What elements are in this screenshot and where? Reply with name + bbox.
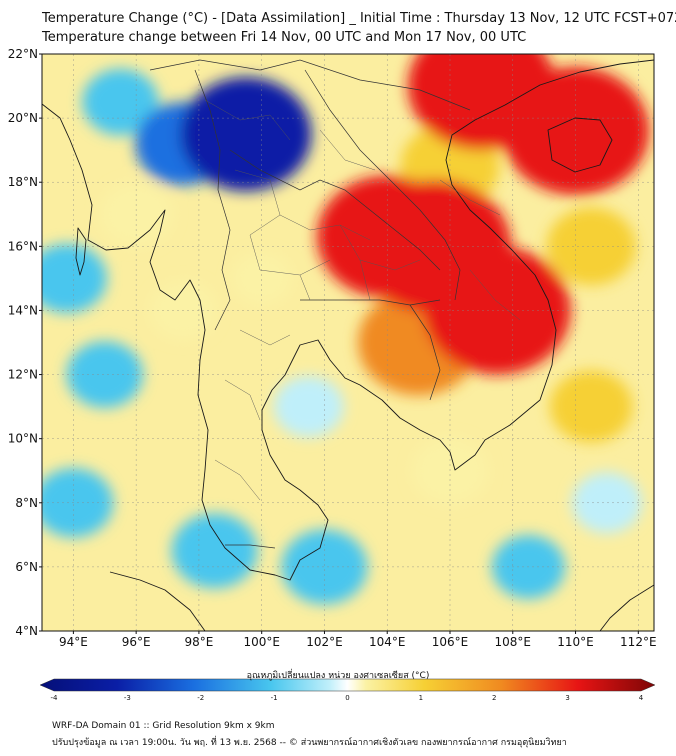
province-borders [204,99,521,501]
colorbar-tick-label: -2 [197,694,204,700]
colorbar-label: อุณหภูมิเปลี่ยนแปลง หน่วย องศาเซลเซียส (… [246,671,430,681]
colorbar-tick-label: 3 [565,694,569,700]
field-anomaly-2 [571,472,642,534]
field-anomaly-14 [546,207,636,286]
lat-label: 6°N [15,560,38,574]
lat-label: 20°N [8,111,38,125]
coastlines [42,59,654,631]
hainan-island [547,117,613,173]
graticule [42,54,654,631]
footer-line-2: ปรับปรุงข้อมูล ณ เวลา 19:00น. วัน พฤ. ที… [52,738,567,748]
mainland-coastline [42,59,654,581]
lat-label: 10°N [8,432,38,446]
sumatra-coast [109,571,206,631]
colorbar-tick-label: -3 [124,694,131,700]
lon-label: 108°E [495,635,532,649]
field-anomaly-11 [549,370,633,443]
lon-label: 102°E [306,635,343,649]
border-china [149,59,471,111]
lat-label: 8°N [15,496,38,510]
lon-label: 98°E [184,635,213,649]
colorbar-bar [39,678,656,692]
field-anomaly-3 [273,376,344,438]
footer-line-1: WRF-DA Domain 01 :: Grid Resolution 9km … [52,721,275,731]
lat-label: 14°N [8,303,38,317]
borneo-coast [599,584,654,631]
border-thailand-laos [229,149,441,271]
title-line-2: Temperature change between Fri 14 Nov, 0… [42,30,527,45]
lat-label: 16°N [8,239,38,253]
border-cambodia-vietnam [409,304,441,401]
title-line-1: Temperature Change (°C) - [Data Assimila… [42,11,676,26]
field-anomaly-12 [171,513,258,589]
colorbar-tick-label: 4 [639,694,644,700]
lon-label: 94°E [59,635,88,649]
colorbar-tick-label: 1 [419,694,423,700]
lat-label: 4°N [15,624,38,638]
colorbar: -4 -3 -2 -1 0 1 2 3 4 [39,678,656,700]
field-anomaly-9 [42,243,107,313]
colorbar-tick-label: 0 [345,694,349,700]
temperature-change-map: 22°N 20°N 18°N 16°N 14°N 12°N 10°N 8°N 6°N 4°N 94… [8,47,657,700]
colorbar-tick-label: 2 [492,694,496,700]
border-thailand-malaysia [225,544,276,549]
border-laos-vietnam [304,69,461,301]
field-anomaly-6 [82,68,159,136]
plot-frame [41,53,655,632]
lat-label: 22°N [8,47,38,61]
field-anomaly-18 [180,77,312,192]
colorbar-tick-label: -4 [51,694,59,700]
lon-label: 112°E [620,635,657,649]
field-anomaly-7 [66,341,143,408]
field-anomaly-13 [281,529,368,605]
lon-label: 110°E [557,635,594,649]
field-anomaly-0 [231,252,292,305]
lon-label: 100°E [243,635,280,649]
border-thailand-cambodia [300,299,441,306]
lat-label: 12°N [8,368,38,382]
country-borders [149,59,471,549]
lon-label: 96°E [122,635,151,649]
andaman-islands [75,227,87,276]
temperature-field [42,54,650,605]
border-myanmar-thailand [194,69,231,331]
lon-label: 104°E [369,635,406,649]
colorbar-tick-label: -1 [271,694,278,700]
lon-label: 106°E [432,635,469,649]
lat-label: 18°N [8,175,38,189]
